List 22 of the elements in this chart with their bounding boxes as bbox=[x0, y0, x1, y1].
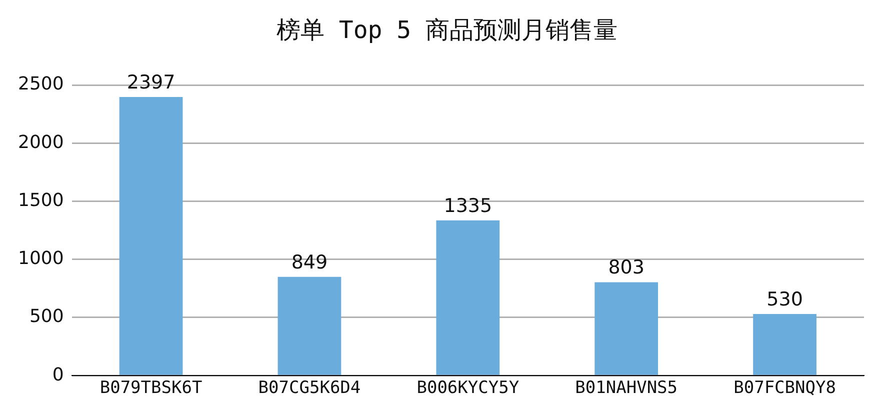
data-label: 1335 bbox=[444, 194, 492, 217]
x-tick-label: B07CG5K6D4 bbox=[258, 378, 361, 398]
bar bbox=[753, 314, 816, 375]
bar bbox=[278, 276, 342, 375]
data-label: 530 bbox=[766, 288, 803, 310]
bar bbox=[119, 96, 183, 375]
y-tick-label: 2500 bbox=[18, 74, 64, 95]
bar bbox=[594, 282, 658, 375]
y-tick-label: 1000 bbox=[18, 248, 64, 270]
y-tick-label: 0 bbox=[52, 364, 64, 386]
data-label: 2397 bbox=[126, 71, 176, 94]
x-tick-label: B07FCBNQY8 bbox=[734, 378, 836, 398]
chart-title: 榜单 Top 5 商品预测月销售量 bbox=[275, 15, 619, 46]
x-tick-label: B079TBSK6T bbox=[100, 378, 202, 398]
x-tick-label: B01NAHVNS5 bbox=[575, 378, 678, 398]
y-tick-label: 1500 bbox=[18, 190, 64, 211]
data-label: 849 bbox=[291, 251, 328, 274]
bar bbox=[436, 220, 500, 375]
data-label: 803 bbox=[608, 256, 644, 279]
x-tick-label: B006KYCY5Y bbox=[416, 378, 520, 398]
y-tick-label: 500 bbox=[29, 306, 64, 328]
y-tick-label: 2000 bbox=[18, 132, 64, 153]
